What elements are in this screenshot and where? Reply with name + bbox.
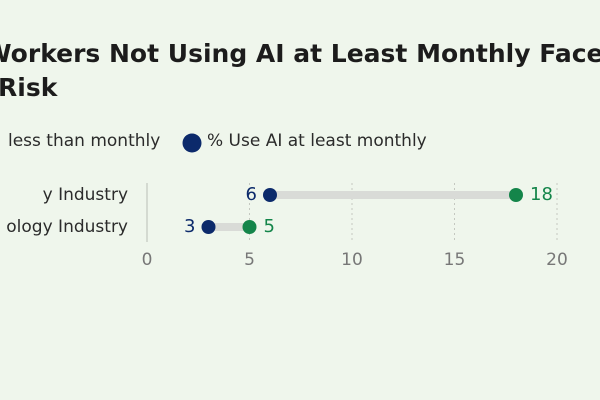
x-tick-label: 15 [444, 250, 466, 270]
legend-marker [182, 133, 202, 153]
category-label: y Industry [43, 185, 128, 205]
value-label: 18 [530, 184, 553, 205]
x-tick-label: 5 [244, 250, 255, 270]
value-label: 5 [264, 216, 275, 237]
dot [509, 188, 523, 202]
x-tick-label: 10 [341, 250, 363, 270]
legend-label: % Use AI at least monthly [207, 131, 427, 151]
value-label: 3 [184, 216, 195, 237]
value-label: 6 [246, 184, 257, 205]
category-label: ology Industry [6, 217, 128, 237]
x-tick-label: 0 [142, 250, 153, 270]
chart-title: Workers Not Using AI at Least Monthly Fa… [0, 39, 600, 68]
legend-label: less than monthly [8, 131, 160, 151]
x-tick-label: 20 [546, 250, 568, 270]
dot [263, 188, 277, 202]
dot [242, 220, 257, 234]
chart-title: Risk [0, 73, 59, 102]
dot [201, 220, 216, 234]
